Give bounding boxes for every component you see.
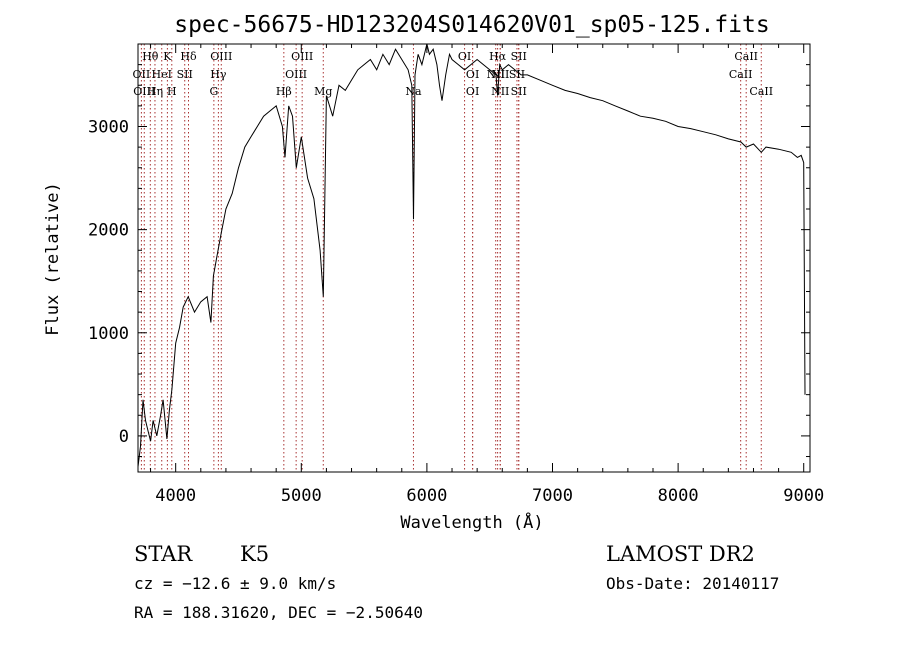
y-tick-label: 2000 — [88, 221, 129, 241]
x-axis-label: Wavelength (Å) — [400, 511, 543, 533]
y-tick-label: 0 — [119, 427, 129, 447]
line-marker-label: SII — [509, 68, 525, 81]
line-marker-label: NII — [491, 85, 509, 98]
object-type: STAR — [134, 542, 193, 566]
line-marker-label: SII — [511, 50, 527, 63]
line-marker-label: Hδ — [180, 50, 197, 63]
observation-date: Obs-Date: 20140117 — [606, 574, 779, 593]
x-tick-label: 5000 — [281, 486, 322, 506]
spectrum-line — [137, 43, 806, 467]
plot-frame — [137, 43, 811, 473]
line-marker-label: SII — [177, 68, 193, 81]
line-marker-label: OI — [458, 50, 471, 63]
line-marker-label: K — [163, 50, 172, 63]
y-tick-label: 1000 — [88, 324, 129, 344]
chart-title: spec-56675-HD123204S014620V01_sp05-125.f… — [174, 12, 769, 38]
object-subclass: K5 — [240, 542, 269, 566]
line-marker-label: HeI — [152, 68, 172, 81]
line-marker-label: OIII — [291, 50, 313, 63]
x-tick-label: 6000 — [406, 486, 447, 506]
line-marker-label: OI — [466, 68, 479, 81]
line-marker-label: Hβ — [276, 85, 292, 98]
line-marker-label: CaII — [734, 50, 758, 63]
line-marker-label: Mg — [314, 85, 332, 98]
y-axis-label: Flux (relative) — [43, 182, 63, 336]
line-marker-label: Hγ — [210, 68, 227, 81]
line-marker-label: OIII — [210, 50, 232, 63]
line-marker-label: OI — [466, 85, 479, 98]
x-tick-label: 4000 — [155, 486, 196, 506]
coordinates: RA = 188.31620, DEC = −2.50640 — [134, 603, 423, 622]
redshift-cz: cz = −12.6 ± 9.0 km/s — [134, 574, 336, 593]
line-marker-label: Na — [405, 85, 422, 98]
line-marker-label: CaII — [729, 68, 753, 81]
y-tick-label: 3000 — [88, 118, 129, 138]
y-axis: 0 1000 2000 3000 — [88, 43, 810, 458]
line-marker-label: OIII — [133, 85, 155, 98]
line-marker-label: SII — [511, 85, 527, 98]
line-marker-label: Hθ — [142, 50, 159, 63]
line-marker-label: OIII — [285, 68, 307, 81]
line-marker-label: G — [209, 85, 218, 98]
line-marker-label: OII — [133, 68, 151, 81]
x-tick-label: 8000 — [658, 486, 699, 506]
x-axis: 4000 5000 6000 7000 8000 9000 — [150, 44, 824, 506]
line-marker-label: NII — [491, 68, 509, 81]
line-marker-label: Hη — [147, 85, 163, 98]
survey-name: LAMOST DR2 — [606, 542, 755, 566]
line-marker-label: CaII — [749, 85, 773, 98]
x-tick-label: 9000 — [783, 486, 824, 506]
line-marker-label: Hα — [489, 50, 507, 63]
line-marker-label: H — [167, 85, 177, 98]
x-tick-label: 7000 — [532, 486, 573, 506]
line-marker-group — [140, 44, 762, 472]
